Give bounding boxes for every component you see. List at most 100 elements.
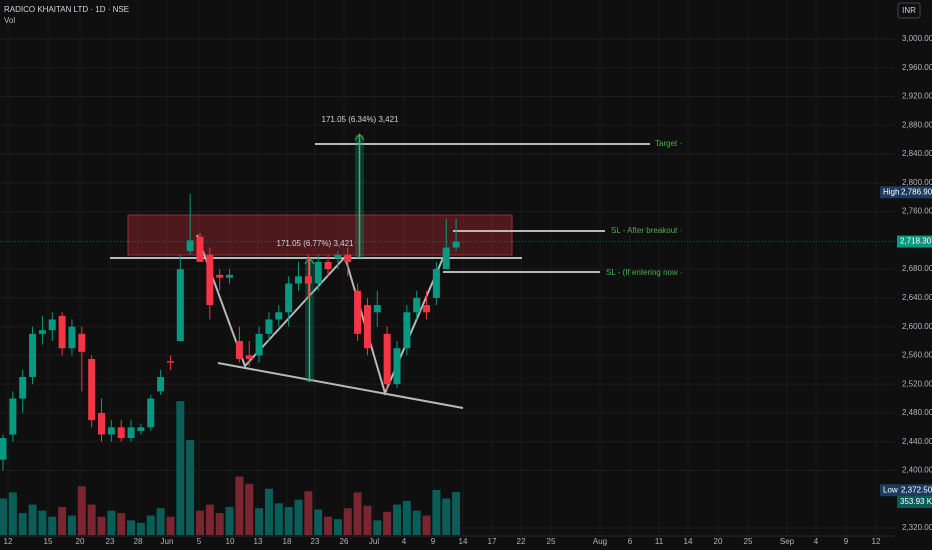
volume-bar — [107, 510, 116, 535]
candle-body — [413, 297, 421, 313]
x-tick-label: 6 — [628, 537, 633, 546]
candle-body — [216, 274, 224, 278]
candle-body — [275, 312, 283, 320]
x-tick-label: 28 — [134, 537, 143, 546]
candle-body — [226, 274, 234, 278]
last-price: 2,718.30 — [900, 237, 932, 246]
volume-bar — [324, 516, 333, 535]
volume-bar — [28, 504, 37, 535]
arrow-head — [304, 257, 315, 265]
resistance-zone — [127, 214, 513, 256]
volume-badge — [897, 495, 932, 508]
candle-body — [314, 261, 322, 284]
y-tick-label: 3,000.00 — [902, 34, 932, 43]
x-tick-label: Sep — [780, 537, 795, 546]
candle-body — [206, 254, 214, 306]
volume-bar — [215, 513, 224, 535]
volume-bar — [373, 520, 382, 535]
x-tick-label: 9 — [844, 537, 849, 546]
volume-bar — [186, 440, 195, 535]
y-tick-label: 2,480.00 — [902, 408, 932, 417]
x-tick-label: 10 — [226, 537, 235, 546]
candle-body — [334, 254, 342, 259]
candle-body — [285, 283, 293, 313]
volume-bar — [383, 511, 392, 535]
candle-body — [196, 236, 204, 262]
volume-bar — [38, 510, 47, 535]
trend-line — [217, 362, 464, 409]
candle-body — [423, 305, 431, 313]
candle-body — [0, 438, 7, 460]
high-label: High — [883, 187, 899, 196]
volume-bar — [264, 488, 273, 535]
drawing-label: SL - After breakout · — [611, 226, 682, 235]
drawing-label: SL - (If entering now · — [606, 268, 683, 277]
y-tick-label: 2,560.00 — [902, 351, 932, 360]
x-tick-label: 22 — [517, 537, 526, 546]
candle-body — [137, 427, 145, 431]
candle-body — [344, 254, 352, 262]
y-tick-label: 2,840.00 — [902, 149, 932, 158]
candle-body — [265, 319, 273, 334]
x-tick-label: 5 — [197, 537, 202, 546]
high-value: 2,786.90 — [901, 187, 932, 196]
x-tick-label: 23 — [106, 537, 115, 546]
volume-bar — [196, 510, 204, 535]
volume-bar — [294, 499, 303, 535]
y-tick-label: 2,400.00 — [902, 466, 932, 475]
candle-body — [295, 276, 302, 284]
volume-bar — [67, 515, 76, 535]
x-tick-label: 13 — [254, 537, 263, 546]
volume-bar — [393, 504, 401, 535]
candle-body — [452, 241, 460, 248]
volume-bar — [77, 486, 86, 535]
volume-bar — [235, 476, 244, 535]
volume-bar — [304, 491, 313, 535]
volume-bar — [255, 508, 264, 535]
y-tick-label: 2,760.00 — [902, 207, 932, 216]
currency[interactable]: INR — [902, 6, 916, 15]
y-tick-label: 2,960.00 — [902, 63, 932, 72]
x-tick-label: 9 — [431, 537, 436, 546]
volume-bar — [284, 507, 293, 535]
x-tick-label: Jun — [161, 537, 174, 546]
x-tick-label: 14 — [684, 537, 693, 546]
volume-bar — [363, 505, 372, 535]
volume-bar — [442, 498, 451, 535]
x-tick-label: 25 — [547, 537, 556, 546]
x-tick-label: 4 — [402, 537, 407, 546]
low-label: Low — [883, 485, 898, 494]
last-price-badge — [897, 235, 932, 248]
volume-bar — [333, 519, 342, 535]
volume-bar — [87, 504, 96, 535]
measure-label: 171.05 (6.34%) 3,421 — [322, 115, 399, 124]
y-tick-label: 2,640.00 — [902, 293, 932, 302]
volume-legend: Vol — [4, 16, 15, 25]
x-tick-label: 11 — [655, 537, 664, 546]
x-tick-label: 26 — [340, 537, 349, 546]
drawing-label: Target · — [655, 139, 682, 148]
candle-body — [68, 326, 76, 349]
currency-box[interactable] — [897, 2, 921, 19]
low-badge — [880, 484, 932, 497]
candle-body — [186, 240, 194, 252]
x-tick-label: 25 — [744, 537, 753, 546]
symbol-title: RADICO KHAITAN LTD · 1D · NSE — [4, 5, 129, 14]
x-tick-label: 12 — [872, 537, 881, 546]
volume-bar — [314, 509, 323, 535]
x-tick-label: 20 — [76, 537, 85, 546]
candle-body — [9, 398, 17, 435]
x-tick-label: 17 — [488, 537, 497, 546]
volume-bar — [156, 508, 165, 535]
candle-body — [19, 376, 27, 399]
candle-body — [58, 315, 66, 349]
candle-body — [88, 359, 96, 421]
volume-bar — [8, 492, 17, 535]
candle-body — [157, 376, 165, 392]
volume-bar — [343, 508, 352, 535]
volume-bar — [225, 507, 234, 535]
volume-bar — [176, 401, 185, 535]
candle-body — [48, 319, 56, 331]
